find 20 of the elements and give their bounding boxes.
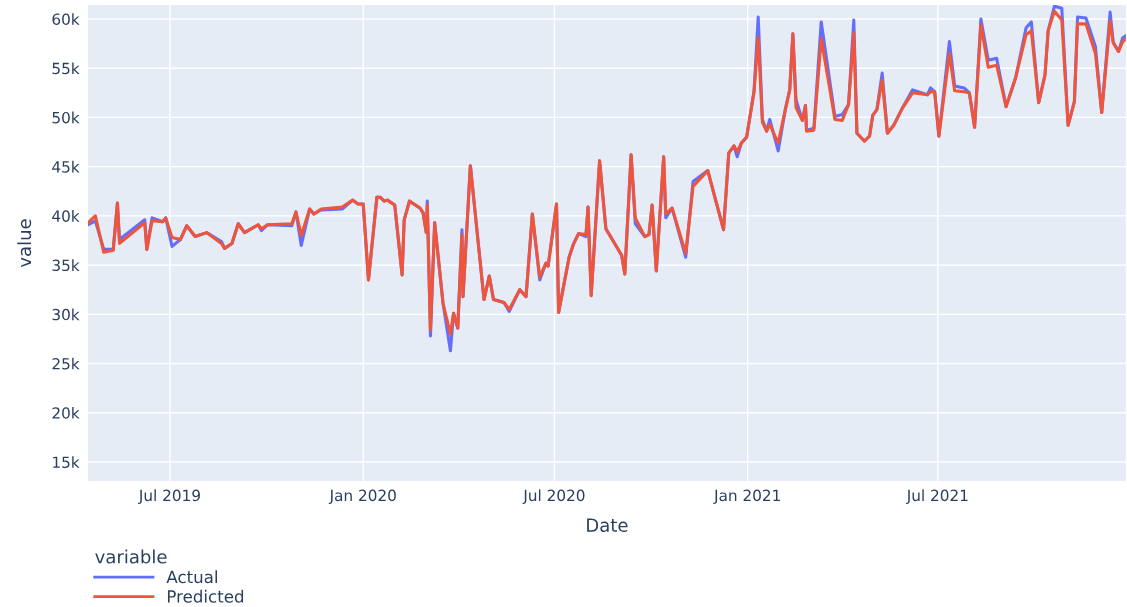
y-tick-label: 15k — [53, 456, 80, 469]
y-tick-label: 20k — [52, 406, 80, 419]
x-axis-title: Date — [587, 518, 628, 532]
x-tick-label: Jan 2020 — [328, 489, 396, 504]
y-tick-label: 45k — [52, 160, 80, 173]
y-tick-label: 55k — [52, 62, 80, 75]
legend-label: Actual — [166, 570, 217, 584]
y-tick-label: 50k — [52, 111, 80, 124]
y-tick-label: 30k — [52, 308, 80, 321]
y-tick-label: 25k — [52, 357, 80, 370]
y-tick-label: 40k — [52, 210, 80, 222]
x-tick-label: Jul 2020 — [522, 489, 585, 504]
legend-label: Predicted — [167, 589, 244, 603]
y-tick-label: 35k — [52, 259, 80, 272]
x-tick-label: Jul 2019 — [138, 489, 200, 504]
y-tick-label: 60k — [52, 13, 80, 25]
legend-title: variable — [95, 549, 167, 564]
y-axis-title: value — [17, 219, 32, 268]
x-tick-label: Jan 2021 — [713, 489, 780, 504]
x-tick-label: Jul 2021 — [905, 489, 968, 504]
